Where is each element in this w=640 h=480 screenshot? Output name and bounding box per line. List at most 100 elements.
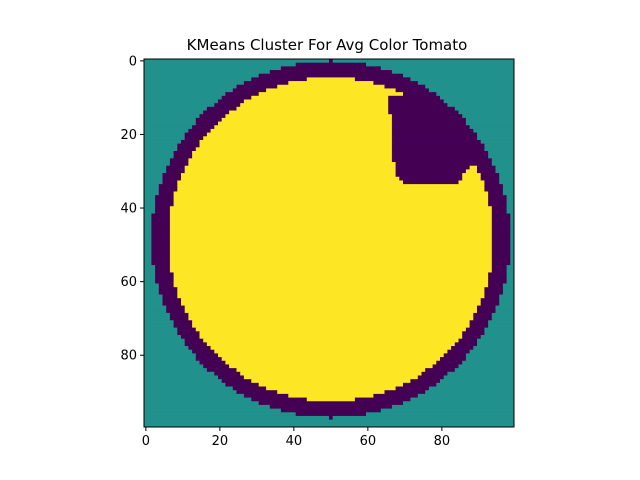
heatmap-cell-run [447, 371, 515, 376]
heatmap-cell-run [151, 239, 171, 244]
heatmap-cell-run [155, 209, 171, 214]
heatmap-cell-run [491, 231, 511, 237]
heatmap-cell-run [144, 338, 186, 343]
heatmap-cell-run [491, 162, 515, 167]
heatmap-cell-run [258, 401, 404, 406]
heatmap-cell-run [488, 283, 504, 288]
heatmap-cell-run [169, 220, 493, 225]
heatmap-cell-run [144, 298, 163, 303]
heatmap-cell-run [417, 375, 445, 380]
heatmap-cell-run [484, 327, 515, 332]
heatmap-cell-run [188, 158, 393, 163]
heatmap-cell-run [373, 81, 419, 86]
heatmap-cell-run [462, 331, 485, 336]
heatmap-cell-run [225, 114, 393, 119]
heatmap-cell-run [491, 246, 511, 251]
heatmap-cell-run [181, 301, 482, 306]
heatmap-cell-run [158, 287, 178, 292]
heatmap-cell-run [169, 243, 493, 248]
heatmap-cell-run [158, 283, 174, 288]
heatmap-cell-run [195, 353, 219, 358]
heatmap-cell-run [192, 151, 393, 156]
heatmap-cell-run [388, 110, 459, 115]
heatmap-cell-run [465, 121, 515, 126]
heatmap-cell-run [473, 128, 515, 133]
heatmap-cell-run [144, 132, 186, 137]
heatmap-cell-run [495, 169, 515, 174]
heatmap-cell-run [144, 408, 282, 413]
heatmap-cell-run [177, 287, 485, 292]
heatmap-cell-run [173, 283, 489, 288]
heatmap-cell-run [144, 287, 160, 292]
y-tick-label: 80 [120, 349, 137, 364]
heatmap-cell-run [473, 316, 493, 321]
heatmap-cell-run [144, 151, 174, 156]
heatmap-cell-run [144, 110, 204, 115]
heatmap-cell-run [403, 92, 437, 97]
heatmap-cell-run [440, 95, 515, 100]
heatmap-cell-run [158, 184, 178, 189]
heatmap-cell-run [144, 375, 219, 380]
heatmap-cell-run [192, 320, 470, 325]
heatmap-cell-run [144, 106, 208, 111]
heatmap-cell-run [251, 397, 308, 402]
heatmap-cell-run [151, 246, 171, 251]
heatmap-cell-run [177, 147, 197, 152]
heatmap-cell-run [436, 382, 515, 387]
heatmap-cell-run [210, 128, 393, 133]
heatmap-cell-run [144, 136, 186, 141]
heatmap-cell-run [188, 316, 474, 321]
heatmap-cell-run [177, 184, 485, 189]
heatmap-cell-run [443, 99, 515, 104]
heatmap-cell-run [181, 298, 482, 303]
heatmap-cell-run [144, 228, 152, 233]
heatmap-cell-run [458, 338, 478, 343]
heatmap-cell-run [447, 349, 470, 354]
heatmap-cell-run [451, 346, 474, 351]
heatmap-cell-run [221, 379, 252, 384]
heatmap-cell-run [391, 70, 515, 75]
heatmap-cell-run [491, 217, 511, 222]
heatmap-cell-run [480, 298, 500, 303]
heatmap-cell-run [465, 357, 515, 362]
heatmap-cell-run [491, 209, 507, 214]
heatmap-cell-run [395, 165, 470, 170]
heatmap-cell-run [184, 132, 208, 137]
heatmap-cell-run [151, 235, 171, 240]
heatmap-cell-run [258, 73, 404, 78]
heatmap-cell-run [440, 379, 515, 384]
heatmap-cell-run [199, 139, 393, 145]
heatmap-cell-run [491, 235, 511, 240]
heatmap-cell-run [477, 165, 496, 170]
heatmap-cell-run [169, 162, 189, 167]
heatmap-cell-run [477, 305, 496, 310]
heatmap-cell-run [199, 360, 226, 365]
heatmap-cell-run [462, 360, 515, 365]
heatmap-cell-run [477, 136, 515, 141]
heatmap-cell-run [169, 250, 493, 255]
heatmap-cell-run [510, 235, 515, 240]
heatmap-cell-run [465, 327, 485, 332]
heatmap-cell-run [144, 254, 152, 259]
heatmap-cell-run [332, 59, 515, 64]
heatmap-cell-run [181, 176, 400, 181]
heatmap-cell-run [218, 375, 245, 380]
heatmap-cell-run [391, 147, 485, 152]
heatmap-cell-run [144, 323, 174, 329]
heatmap-cell-run [506, 272, 515, 277]
heatmap-cell-run [195, 121, 219, 126]
heatmap-cell-run [295, 62, 367, 67]
heatmap-cell-run [144, 117, 197, 122]
heatmap-cell-run [243, 99, 389, 104]
heatmap-cell-run [206, 132, 393, 137]
heatmap-cell-run [454, 342, 478, 347]
heatmap-cell-run [499, 173, 515, 178]
heatmap-cell-run [510, 243, 515, 248]
heatmap-cell-run [144, 390, 237, 395]
heatmap-cell-run [144, 327, 178, 332]
heatmap-cell-run [395, 169, 467, 174]
y-tick-label: 40 [120, 202, 137, 217]
heatmap-cell-run [169, 231, 493, 237]
heatmap-cell-run [218, 99, 245, 104]
